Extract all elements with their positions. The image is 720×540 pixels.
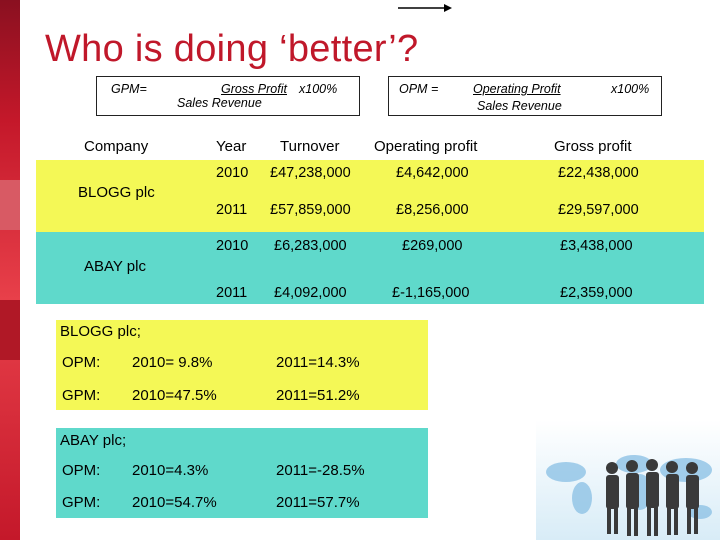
gpm-2010-value: 2010=54.7% <box>132 494 217 511</box>
business-people-image <box>536 420 720 540</box>
gpm-label: GPM= <box>111 82 147 96</box>
table-cell-operating-profit: £4,642,000 <box>396 165 469 181</box>
table-cell-year: 2011 <box>216 285 248 301</box>
header-operating-profit: Operating profit <box>374 138 478 155</box>
opm-multiplier: x100% <box>611 82 650 96</box>
gpm-denominator: Sales Revenue <box>177 96 262 110</box>
opm-denominator: Sales Revenue <box>477 99 562 113</box>
header-gross-profit: Gross profit <box>554 138 632 155</box>
company-name-blogg: BLOGG plc <box>78 184 155 201</box>
abay-summary-panel: ABAY plc; OPM: 2010=4.3% 2011=-28.5% GPM… <box>56 428 428 518</box>
table-cell-year: 2010 <box>216 165 249 181</box>
table-cell-turnover: £47,238,000 <box>270 165 351 181</box>
opm-formula: OPM = Operating Profit Sales Revenue x10… <box>388 76 662 116</box>
opm-2010-value: 2010= 9.8% <box>132 354 213 371</box>
page-title: Who is doing ‘better’? <box>45 28 419 70</box>
gpm-numerator: Gross Profit <box>221 82 287 96</box>
summary-heading: BLOGG plc; <box>60 323 141 340</box>
header-turnover: Turnover <box>280 138 340 155</box>
opm-2011-value: 2011=14.3% <box>276 354 360 371</box>
header-year: Year <box>216 138 247 155</box>
table-cell-year: 2011 <box>216 202 248 218</box>
table-cell-year: 2010 <box>216 238 249 254</box>
gpm-multiplier: x100% <box>299 82 338 96</box>
opm-2011-value: 2011=-28.5% <box>276 462 365 479</box>
opm-label: OPM = <box>399 82 439 96</box>
header-company: Company <box>84 138 149 155</box>
blogg-row-band <box>36 160 704 232</box>
table-cell-operating-profit: £-1,165,000 <box>392 285 470 301</box>
left-accent-bar <box>0 0 20 540</box>
table-cell-gross-profit: £3,438,000 <box>560 238 633 254</box>
opm-label: OPM: <box>62 354 101 371</box>
opm-label: OPM: <box>62 462 101 479</box>
company-name-abay: ABAY plc <box>84 258 146 275</box>
table-cell-gross-profit: £29,597,000 <box>558 202 639 218</box>
gpm-label: GPM: <box>62 387 101 404</box>
gpm-2010-value: 2010=47.5% <box>132 387 217 404</box>
gpm-2011-value: 2011=51.2% <box>276 387 360 404</box>
gpm-label: GPM: <box>62 494 101 511</box>
table-cell-turnover: £6,283,000 <box>274 238 347 254</box>
arrow-right-icon <box>398 4 452 12</box>
table-cell-turnover: £4,092,000 <box>274 285 347 301</box>
table-cell-gross-profit: £22,438,000 <box>558 165 639 181</box>
summary-heading: ABAY plc; <box>60 432 127 449</box>
abay-row-band <box>36 232 704 304</box>
gpm-formula: GPM= Gross Profit Sales Revenue x100% <box>96 76 360 116</box>
opm-2010-value: 2010=4.3% <box>132 462 209 479</box>
blogg-summary-panel: BLOGG plc; OPM: 2010= 9.8% 2011=14.3% GP… <box>56 320 428 410</box>
table-cell-operating-profit: £269,000 <box>402 238 463 254</box>
gpm-2011-value: 2011=57.7% <box>276 494 360 511</box>
opm-numerator: Operating Profit <box>473 82 561 96</box>
table-cell-turnover: £57,859,000 <box>270 202 351 218</box>
table-cell-gross-profit: £2,359,000 <box>560 285 633 301</box>
table-cell-operating-profit: £8,256,000 <box>396 202 469 218</box>
